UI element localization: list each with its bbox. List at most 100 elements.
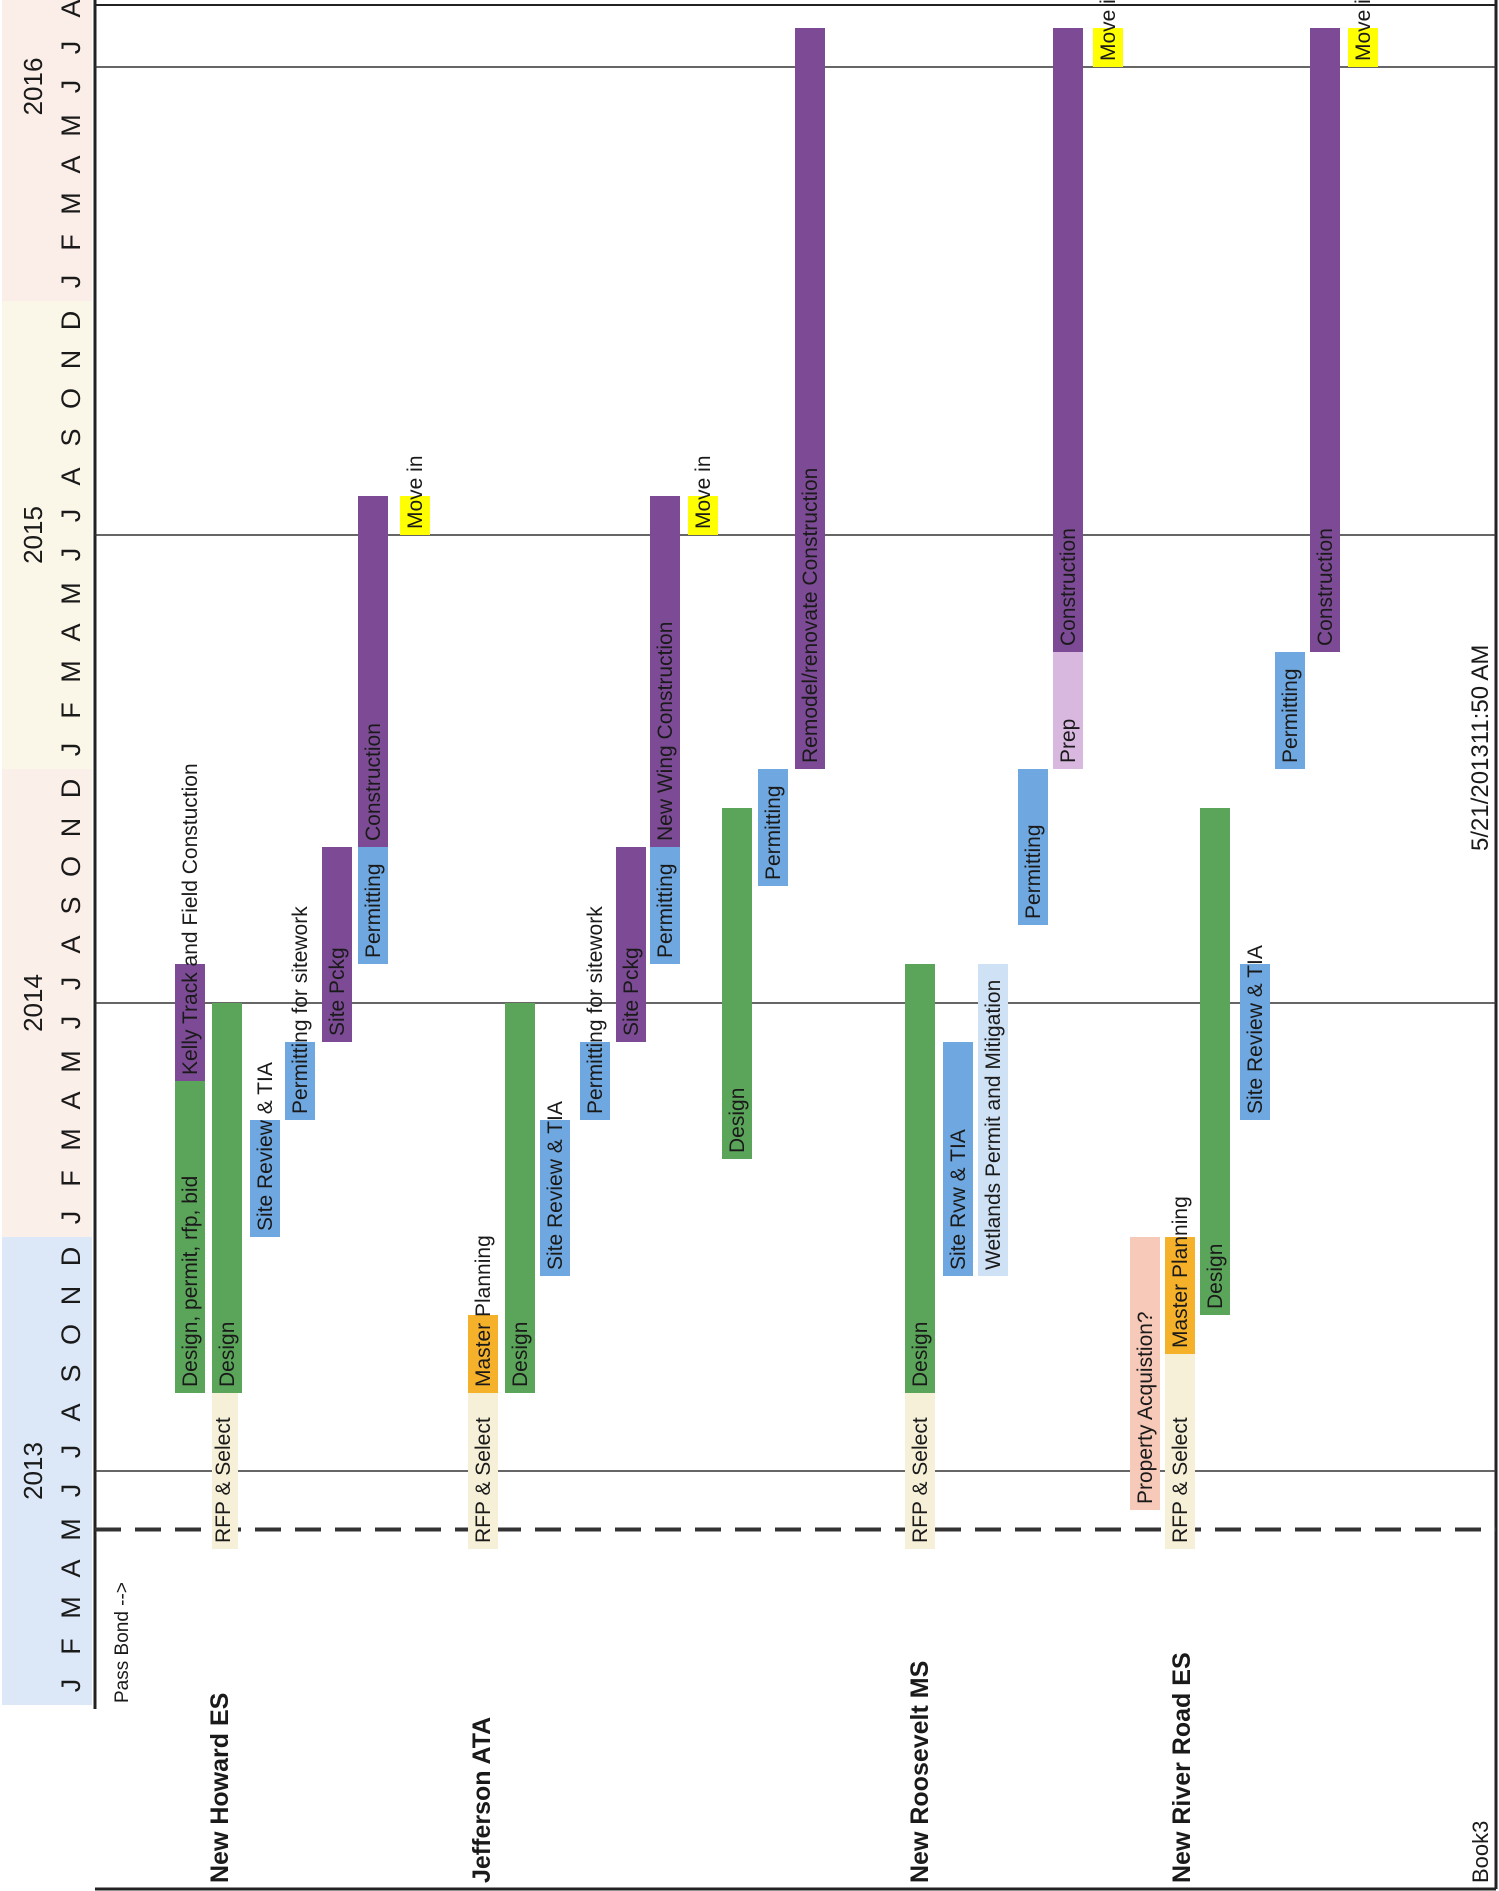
task-label: RFP & Select [909, 1417, 932, 1543]
task-bar [175, 1081, 205, 1393]
task-label: Design [909, 1322, 932, 1387]
task-bar [1053, 652, 1083, 769]
timeline-header: 2013201420152016JFMAMJJASONDJFMAMJJASOND… [2, 0, 92, 1705]
task-bar [358, 847, 388, 964]
task-bar [650, 847, 680, 964]
task-label: Move in [1097, 0, 1120, 61]
task-label: RFP & Select [472, 1417, 495, 1543]
task-bar [616, 847, 646, 1042]
month-label: A [56, 1091, 86, 1109]
task-label: Site Review & TIA [254, 1062, 277, 1231]
month-label: A [56, 1403, 86, 1421]
month-label: J [56, 548, 86, 562]
task-bar [795, 28, 825, 769]
month-label: S [56, 896, 86, 914]
task-label: Wetlands Permit and Mitigation [982, 980, 1005, 1270]
month-label: M [56, 1596, 86, 1619]
task-bar [1275, 652, 1305, 769]
task-label: Move in [692, 455, 715, 529]
month-label: M [56, 660, 86, 683]
year-label: 2013 [18, 1442, 48, 1500]
month-label: J [56, 1679, 86, 1693]
month-label: J [56, 1445, 86, 1459]
month-label: O [56, 1324, 86, 1345]
month-label: J [56, 509, 86, 523]
month-label: A [56, 155, 86, 173]
task-bar [468, 1315, 498, 1393]
task-label: Permitting [1279, 668, 1302, 763]
task-bar [978, 964, 1008, 1276]
task-label: Site Pckg [620, 947, 643, 1036]
row-label: New Roosevelt MS [906, 1661, 934, 1883]
task-bar [905, 1393, 935, 1549]
task-label: Construction [362, 723, 385, 841]
task-bar [1240, 964, 1270, 1120]
task-bar [250, 1120, 280, 1237]
task-label: Site Rvw & TIA [947, 1129, 970, 1270]
month-label: S [56, 1364, 86, 1382]
task-bar [1165, 1354, 1195, 1549]
task-bar [175, 964, 205, 1081]
pass-bond-label: Pass Bond --> [112, 1582, 133, 1703]
task-label: Master Planning [1169, 1196, 1192, 1348]
task-bar [758, 769, 788, 886]
year-label: 2014 [18, 974, 48, 1032]
sheet-name: Book3 [1468, 1821, 1493, 1883]
task-bar [400, 496, 430, 535]
task-bar [1130, 1237, 1160, 1510]
task-label: Design [509, 1322, 532, 1387]
task-label: Design [726, 1088, 749, 1153]
month-label: M [56, 1128, 86, 1151]
task-bar [722, 808, 752, 1159]
task-label: Site Review & TIA [1244, 945, 1267, 1114]
task-label: Remodel/renovate Construction [799, 468, 822, 763]
task-bar [1018, 769, 1048, 925]
task-label: Permitting for sitework [289, 906, 312, 1114]
task-bar [540, 1120, 570, 1276]
task-label: Permitting for sitework [584, 906, 607, 1114]
year-label: 2016 [18, 58, 48, 116]
month-label: A [56, 467, 86, 485]
task-bar [905, 964, 935, 1393]
row-labels: New Howard ES Jefferson ATA New Roosevelt … [206, 1652, 1196, 1883]
month-label: M [56, 192, 86, 215]
task-label: Design [1204, 1244, 1227, 1309]
task-label: RFP & Select [1169, 1417, 1192, 1543]
month-label: N [56, 818, 86, 838]
task-bar [1053, 28, 1083, 652]
row-label: New Howard ES [206, 1693, 234, 1883]
month-label: J [56, 275, 86, 289]
task-label: Permitting [654, 863, 677, 958]
task-bar [580, 1042, 610, 1120]
task-bar [1348, 28, 1378, 67]
year-band-2013 [2, 1237, 92, 1705]
month-label: M [56, 1050, 86, 1073]
month-label: J [56, 743, 86, 757]
task-label: Design [216, 1322, 239, 1387]
month-label: F [56, 1638, 86, 1655]
year-label: 2015 [18, 506, 48, 564]
task-bar [1165, 1237, 1195, 1354]
year-band-2015 [2, 301, 92, 769]
task-label: Move in [404, 455, 427, 529]
month-label: F [56, 234, 86, 251]
task-label: Prep [1057, 719, 1080, 763]
month-label: M [56, 582, 86, 605]
row-label: Jefferson ATA [468, 1717, 496, 1883]
task-bar [1093, 28, 1123, 67]
month-label: N [56, 350, 86, 370]
task-label: Construction [1314, 528, 1337, 646]
timestamp: 5/21/201311:50 AM [1467, 645, 1494, 851]
month-label: M [56, 114, 86, 137]
month-label: J [56, 41, 86, 55]
task-label: RFP & Select [212, 1417, 235, 1543]
month-label: J [56, 977, 86, 991]
month-label: O [56, 856, 86, 877]
task-bar [1200, 808, 1230, 1315]
task-bar [468, 1393, 498, 1549]
month-label: N [56, 1286, 86, 1306]
task-bar [285, 1042, 315, 1120]
task-label: Site Pckg [326, 947, 349, 1036]
